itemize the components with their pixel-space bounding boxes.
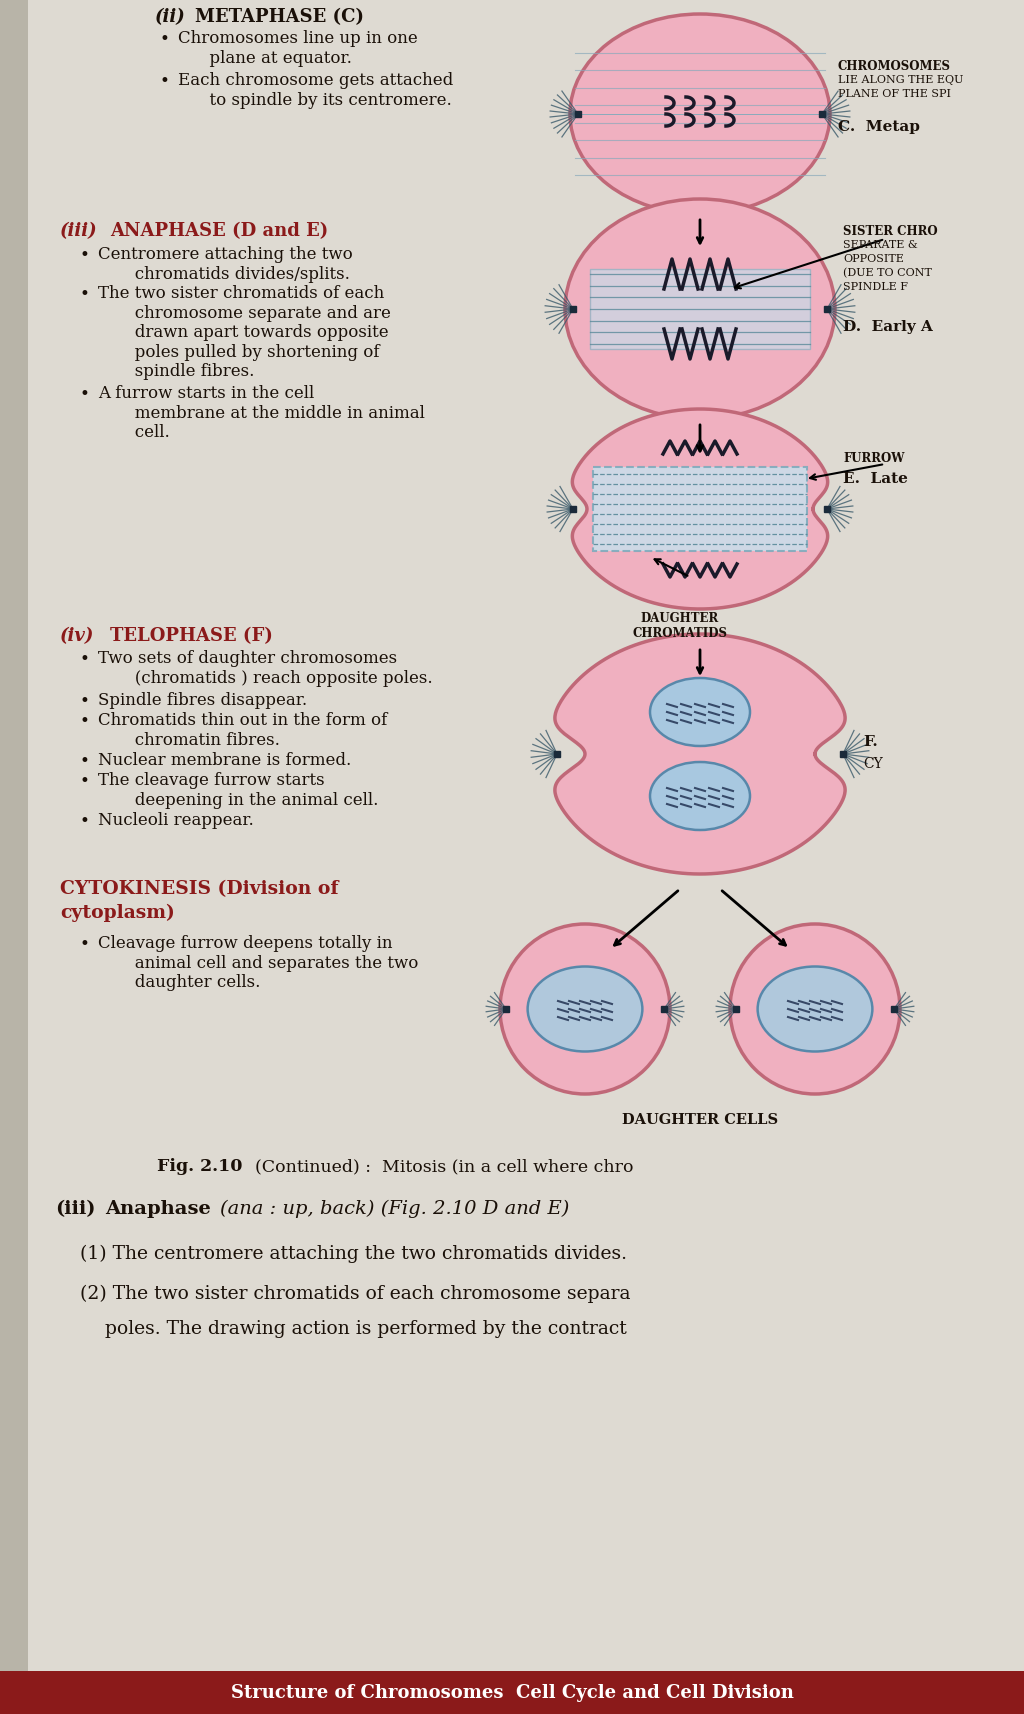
Text: E.  Late: E. Late bbox=[843, 471, 908, 485]
Text: •: • bbox=[80, 691, 90, 710]
Text: METAPHASE (C): METAPHASE (C) bbox=[195, 9, 364, 26]
Text: DAUGHTER CELLS: DAUGHTER CELLS bbox=[622, 1112, 778, 1126]
Ellipse shape bbox=[650, 763, 750, 831]
Text: (iii): (iii) bbox=[60, 221, 97, 240]
Text: CY: CY bbox=[863, 756, 883, 771]
Text: Nuclear membrane is formed.: Nuclear membrane is formed. bbox=[98, 751, 351, 768]
Text: The two sister chromatids of each
       chromosome separate and are
       draw: The two sister chromatids of each chromo… bbox=[98, 285, 391, 381]
Text: (ana : up, back) (Fig. 2.10 D and E): (ana : up, back) (Fig. 2.10 D and E) bbox=[220, 1200, 569, 1217]
Text: Each chromosome gets attached
      to spindle by its centromere.: Each chromosome gets attached to spindle… bbox=[178, 72, 454, 108]
Bar bbox=[0, 1671, 1024, 1714]
Ellipse shape bbox=[570, 15, 830, 214]
Text: Two sets of daughter chromosomes
       (chromatids ) reach opposite poles.: Two sets of daughter chromosomes (chroma… bbox=[98, 650, 432, 686]
Text: Chromatids thin out in the form of
       chromatin fibres.: Chromatids thin out in the form of chrom… bbox=[98, 711, 387, 749]
Polygon shape bbox=[555, 634, 845, 874]
Text: cytoplasm): cytoplasm) bbox=[60, 903, 175, 922]
Text: TELOPHASE (F): TELOPHASE (F) bbox=[110, 627, 272, 644]
Bar bbox=[593, 468, 807, 552]
Text: SISTER CHRO: SISTER CHRO bbox=[843, 225, 938, 238]
Polygon shape bbox=[572, 410, 827, 610]
Text: (1) The centromere attaching the two chromatids divides.: (1) The centromere attaching the two chr… bbox=[80, 1244, 627, 1263]
Text: SPINDLE F: SPINDLE F bbox=[843, 281, 908, 291]
Ellipse shape bbox=[730, 924, 900, 1094]
Text: (iv): (iv) bbox=[60, 627, 94, 644]
Ellipse shape bbox=[650, 679, 750, 747]
Text: A furrow starts in the cell
       membrane at the middle in animal
       cell.: A furrow starts in the cell membrane at … bbox=[98, 384, 425, 440]
Text: OPPOSITE: OPPOSITE bbox=[843, 254, 904, 264]
Text: Spindle fibres disappear.: Spindle fibres disappear. bbox=[98, 691, 307, 708]
Text: CHROMOSOMES: CHROMOSOMES bbox=[838, 60, 951, 74]
Text: C.  Metap: C. Metap bbox=[838, 120, 920, 134]
Text: ANAPHASE (D and E): ANAPHASE (D and E) bbox=[110, 221, 329, 240]
Ellipse shape bbox=[527, 967, 642, 1052]
Text: •: • bbox=[80, 751, 90, 770]
Text: •: • bbox=[80, 285, 90, 303]
Text: poles. The drawing action is performed by the contract: poles. The drawing action is performed b… bbox=[105, 1320, 627, 1337]
Text: (2) The two sister chromatids of each chromosome separa: (2) The two sister chromatids of each ch… bbox=[80, 1284, 631, 1303]
Text: Chromosomes line up in one
      plane at equator.: Chromosomes line up in one plane at equa… bbox=[178, 29, 418, 67]
Text: D.  Early A: D. Early A bbox=[843, 321, 933, 334]
Ellipse shape bbox=[500, 924, 670, 1094]
Text: DAUGHTER: DAUGHTER bbox=[641, 612, 719, 624]
Text: (DUE TO CONT: (DUE TO CONT bbox=[843, 267, 932, 278]
Text: Anaphase: Anaphase bbox=[105, 1200, 211, 1217]
Text: (iii): (iii) bbox=[55, 1200, 95, 1217]
Ellipse shape bbox=[565, 201, 835, 420]
Text: Cleavage furrow deepens totally in
       animal cell and separates the two
    : Cleavage furrow deepens totally in anima… bbox=[98, 934, 419, 991]
Text: •: • bbox=[80, 650, 90, 668]
Text: Centromere attaching the two
       chromatids divides/splits.: Centromere attaching the two chromatids … bbox=[98, 245, 352, 283]
Text: •: • bbox=[160, 29, 170, 48]
Text: PLANE OF THE SPI: PLANE OF THE SPI bbox=[838, 89, 951, 99]
Text: •: • bbox=[80, 711, 90, 730]
Text: F.: F. bbox=[863, 735, 878, 749]
Text: (Continued) :  Mitosis (in a cell where chro: (Continued) : Mitosis (in a cell where c… bbox=[255, 1157, 634, 1174]
Text: The cleavage furrow starts
       deepening in the animal cell.: The cleavage furrow starts deepening in … bbox=[98, 771, 379, 807]
Text: CHROMATIDS: CHROMATIDS bbox=[633, 627, 727, 639]
Text: •: • bbox=[80, 771, 90, 790]
Bar bbox=[590, 269, 810, 350]
Text: CYTOKINESIS (Division of: CYTOKINESIS (Division of bbox=[60, 879, 339, 898]
Text: LIE ALONG THE EQU: LIE ALONG THE EQU bbox=[838, 75, 964, 86]
Text: Fig. 2.10: Fig. 2.10 bbox=[158, 1157, 243, 1174]
Text: •: • bbox=[160, 72, 170, 89]
Text: FURROW: FURROW bbox=[843, 452, 904, 464]
Text: SEPARATE &: SEPARATE & bbox=[843, 240, 918, 250]
Text: •: • bbox=[80, 384, 90, 403]
Ellipse shape bbox=[758, 967, 872, 1052]
Text: (ii): (ii) bbox=[155, 9, 185, 26]
Text: •: • bbox=[80, 934, 90, 953]
Text: Nucleoli reappear.: Nucleoli reappear. bbox=[98, 811, 254, 828]
Text: •: • bbox=[80, 811, 90, 830]
Bar bbox=[0, 0, 28, 1714]
Text: •: • bbox=[80, 245, 90, 264]
Text: Structure of Chromosomes  Cell Cycle and Cell Division: Structure of Chromosomes Cell Cycle and … bbox=[230, 1683, 794, 1700]
